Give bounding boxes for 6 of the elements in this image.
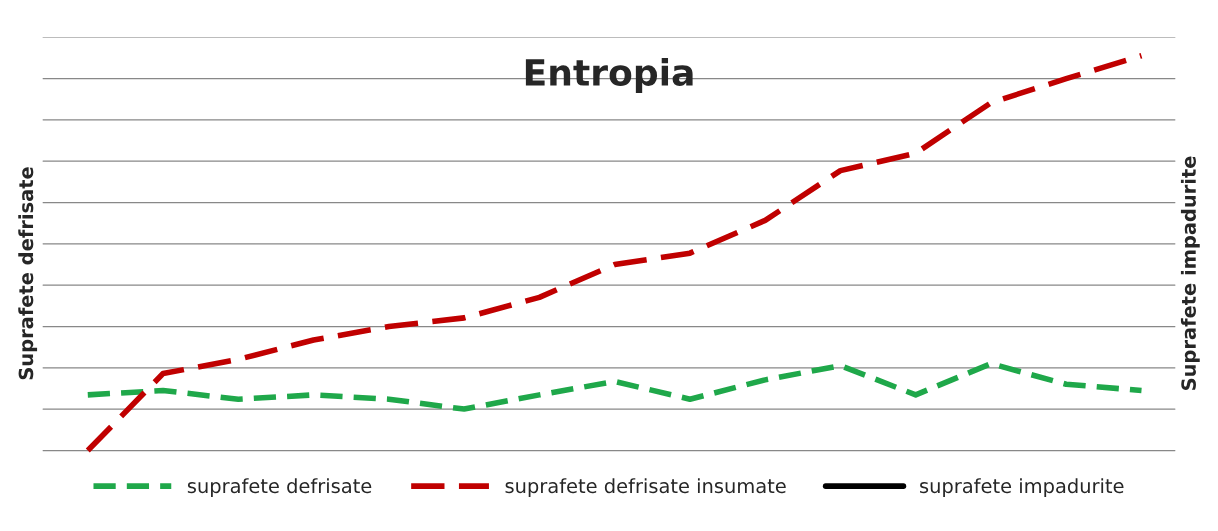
legend-label: suprafete defrisate — [187, 478, 372, 497]
legend-label: suprafete defrisate insumate — [505, 478, 786, 497]
legend-label: suprafete impadurite — [920, 478, 1124, 497]
chart-title: Entropia — [525, 58, 693, 94]
y2-axis-title: Suprafete impadurite — [1180, 156, 1200, 390]
y-axis-title: Suprafete defrisate — [18, 167, 38, 380]
